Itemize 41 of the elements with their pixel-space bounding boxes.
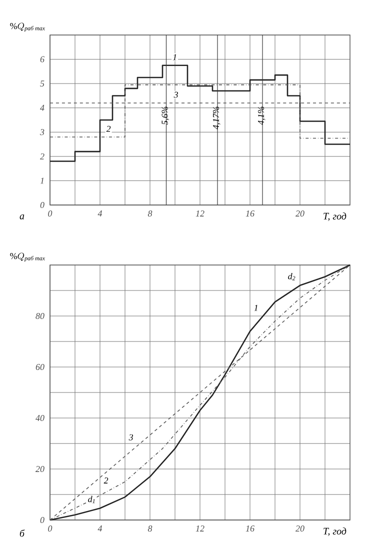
y-tick-label: 60: [36, 364, 44, 370]
y-tick-label: 20: [36, 466, 44, 472]
annotation: 1: [172, 54, 176, 60]
x-tick-label: 20: [296, 526, 304, 532]
annotation: 3: [128, 434, 133, 440]
x-tick-label: 0: [48, 210, 52, 217]
x-tick-label: 0: [48, 526, 52, 532]
annotation: d$_{1}$: [88, 496, 95, 504]
x-tick-label: 8: [148, 210, 152, 217]
annotation: 1: [254, 304, 258, 311]
text: а: [20, 214, 24, 220]
annotation: 5,6%: [162, 106, 170, 125]
x-tick-label: 16: [246, 210, 254, 217]
annotation: 4,17%: [212, 106, 220, 130]
y-tick-label: 4: [40, 104, 44, 111]
y-tick-label: 5: [40, 80, 44, 87]
y-tick-label: 0: [40, 202, 44, 208]
y-tick-label: 0: [40, 516, 44, 524]
annotation: 2: [106, 126, 111, 132]
y-tick-label: 80: [36, 312, 44, 320]
text: б: [20, 530, 25, 537]
x-axis-title: T, год: [324, 528, 346, 536]
y-tick-label: 40: [36, 414, 44, 422]
y-tick-label: 6: [40, 56, 44, 62]
x-axis-title: T, год: [324, 212, 346, 221]
y-axis-title: $\%Q_{\text{раб max}}$: [10, 252, 45, 262]
annotation: d$_{2}$: [288, 272, 296, 280]
annotation: 4,1%: [258, 106, 266, 125]
y-tick-label: 2: [40, 153, 44, 160]
x-tick-label: 4: [98, 210, 102, 216]
x-tick-label: 16: [246, 526, 254, 532]
annotation: 2: [104, 478, 108, 484]
x-tick-label: 4: [98, 526, 102, 532]
annotation: 3: [174, 92, 178, 98]
y-tick-label: 3: [40, 129, 44, 136]
x-tick-label: 12: [196, 526, 204, 532]
x-tick-label: 12: [196, 210, 204, 216]
x-tick-label: 8: [148, 526, 152, 532]
y-axis-title: $\%Q_{\text{раб max}}$: [10, 22, 45, 32]
y-tick-label: 1: [40, 178, 44, 184]
x-tick-label: 20: [296, 210, 304, 217]
